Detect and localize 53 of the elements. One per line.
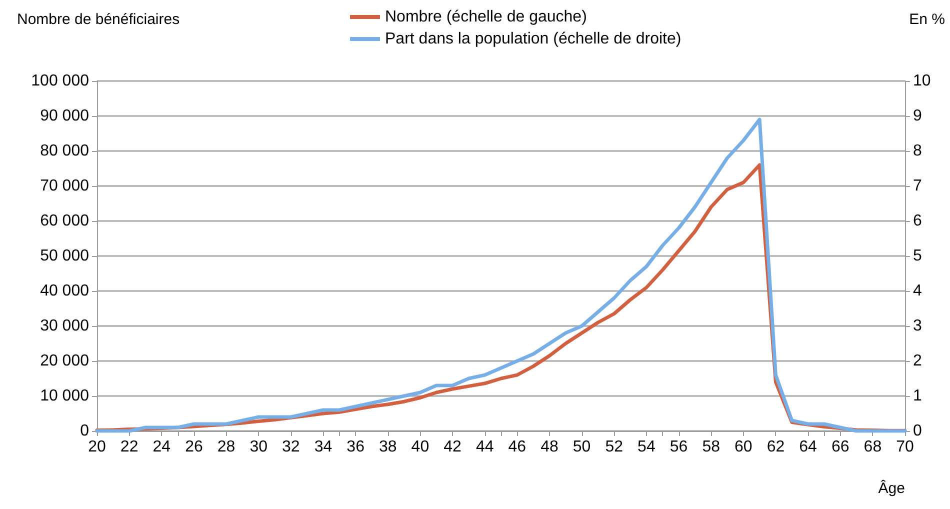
x-tick-label: 22 [120, 438, 138, 456]
x-tick-label: 52 [605, 438, 624, 456]
y2-axis-title: En % [909, 11, 945, 28]
legend-label: Part dans la population (échelle de droite) [385, 30, 682, 48]
x-tick-label: 32 [282, 438, 300, 456]
legend-label: Nombre (échelle de gauche) [385, 8, 587, 26]
x-tick-label: 40 [411, 438, 430, 456]
x-tick-label: 44 [476, 438, 494, 456]
x-axis-title: Âge [878, 479, 905, 497]
y-tick-label: 80 000 [40, 142, 90, 160]
y-tick-label: 10 000 [40, 388, 90, 404]
x-tick-label: 66 [831, 438, 850, 456]
y2-tick-label: 3 [913, 318, 922, 334]
y-tick-label: 60 000 [40, 212, 90, 230]
x-tick-label: 46 [508, 438, 526, 456]
y-tick-label: 0 [80, 422, 90, 440]
x-tick-label: 30 [250, 438, 268, 456]
y-tick-label: 30 000 [40, 318, 90, 334]
y2-tick-label: 8 [913, 142, 922, 160]
y-tick-label: 90 000 [40, 108, 90, 124]
y2-tick-label: 7 [913, 178, 922, 194]
x-tick-label: 60 [734, 438, 752, 456]
x-tick-label: 26 [185, 438, 203, 456]
x-tick-label: 34 [314, 438, 332, 456]
x-tick-label: 48 [540, 438, 558, 456]
x-tick-label: 20 [88, 438, 106, 456]
y-tick-label: 40 000 [40, 282, 90, 300]
x-tick-label: 58 [702, 438, 720, 456]
x-tick-label: 50 [572, 438, 591, 456]
x-tick-label: 68 [864, 438, 882, 456]
y2-tick-label: 4 [913, 282, 922, 300]
x-tick-label: 38 [378, 438, 397, 456]
x-tick-label: 42 [444, 438, 462, 456]
y2-tick-label: 1 [913, 388, 922, 404]
y-tick-label: 20 000 [40, 352, 90, 370]
x-tick-label: 24 [152, 438, 171, 456]
y2-tick-label: 10 [913, 72, 931, 90]
y2-tick-label: 5 [913, 248, 922, 264]
x-tick-label: 36 [346, 438, 365, 456]
x-tick-label: 56 [670, 438, 688, 456]
y2-tick-label: 0 [913, 422, 922, 440]
x-tick-label: 28 [217, 438, 236, 456]
x-tick-label: 62 [766, 438, 785, 456]
y-tick-label: 100 000 [31, 72, 90, 90]
y2-tick-label: 2 [913, 352, 922, 370]
x-tick-label: 54 [638, 438, 656, 456]
x-tick-label: 70 [896, 438, 914, 456]
y2-tick-label: 6 [913, 212, 922, 230]
y2-tick-label: 9 [913, 108, 922, 124]
x-tick-label: 64 [799, 438, 818, 456]
y-tick-label: 50 000 [40, 248, 90, 264]
y-tick-label: 70 000 [40, 178, 90, 194]
y-axis-title: Nombre de bénéficiaires [17, 11, 180, 28]
